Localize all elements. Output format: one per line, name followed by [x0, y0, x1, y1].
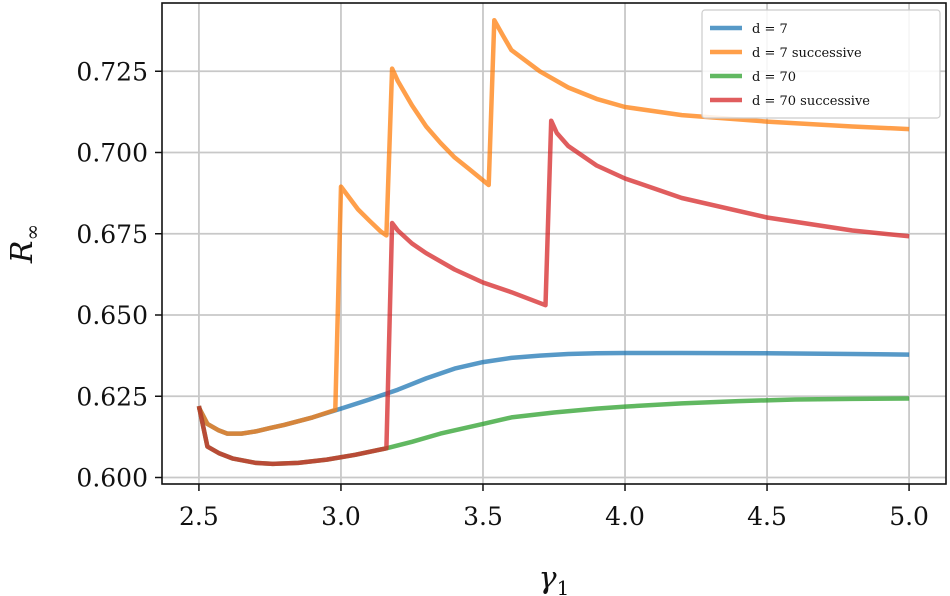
legend-box — [701, 9, 941, 119]
x-axis-ticks: 2.5 3.0 3.5 4.0 4.5 5.0 — [179, 484, 929, 531]
legend-entry: d = 7 — [752, 22, 788, 37]
y-axis-ticks: 0.600 0.625 0.650 0.675 0.700 0.725 — [76, 57, 162, 493]
y-tick-label: 0.700 — [76, 139, 148, 168]
legend: d = 7 d = 7 successive d = 70 d = 70 succes… — [701, 9, 941, 119]
series-line-2 — [196, 17, 910, 436]
x-tick-label: 5.0 — [889, 502, 929, 531]
plot-frame — [161, 2, 947, 485]
legend-entry: d = 70 — [752, 70, 796, 85]
y-tick-label: 0.650 — [76, 301, 148, 330]
x-tick-label: 4.0 — [605, 502, 645, 531]
x-tick-label: 3.5 — [463, 502, 503, 531]
series-line-4 — [196, 118, 910, 467]
x-axis-label: γ1 — [539, 561, 570, 596]
x-tick-label: 3.0 — [321, 502, 361, 531]
y-tick-label: 0.625 — [76, 382, 148, 411]
legend-entry: d = 7 successive — [752, 46, 862, 61]
series-line-3 — [196, 396, 910, 467]
y-tick-label: 0.725 — [76, 57, 148, 86]
x-tick-label: 4.5 — [747, 502, 787, 531]
y-tick-label: 0.600 — [76, 464, 148, 493]
x-tick-label: 2.5 — [179, 502, 219, 531]
y-tick-label: 0.675 — [76, 220, 148, 249]
series-lines — [196, 17, 910, 467]
legend-entry: d = 70 successive — [752, 94, 870, 109]
y-axis-label: R∞ — [5, 224, 44, 264]
